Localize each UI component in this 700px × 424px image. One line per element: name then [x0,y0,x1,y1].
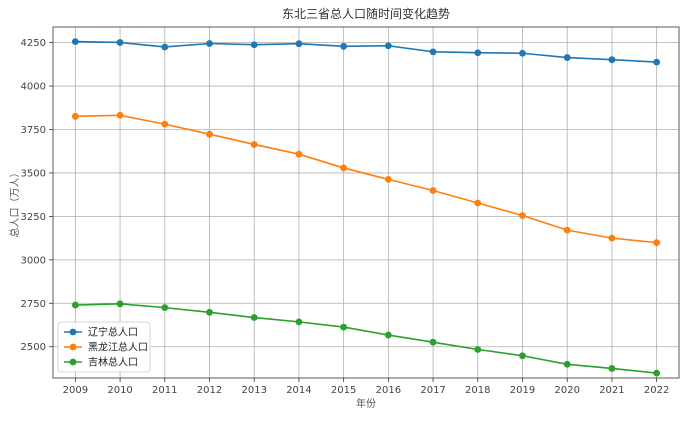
y-tick-label: 3250 [21,212,46,223]
y-tick-label: 2750 [21,299,46,310]
data-point [71,112,79,120]
x-tick-label: 2021 [599,385,624,396]
legend-item: 辽宁总人口 [64,326,138,339]
data-point [384,175,392,183]
data-point [653,239,661,247]
data-point [519,352,526,360]
data-point [250,314,258,321]
x-tick-label: 2013 [241,385,266,396]
data-point [116,300,124,308]
data-point [474,346,482,353]
x-tick-label: 2019 [510,385,535,396]
x-tick-label: 2016 [376,385,401,396]
legend-box [57,321,151,373]
data-point [340,323,348,331]
x-tick-label: 2018 [465,385,490,396]
x-tick-label: 2020 [554,385,579,396]
x-tick-label: 2022 [644,385,669,396]
x-tick-label: 2014 [286,385,311,396]
data-point [384,331,392,339]
data-point [206,308,213,316]
data-point [519,212,526,219]
x-tick-label: 2009 [63,385,88,396]
series-2 [71,111,661,247]
data-point [429,338,437,346]
x-tick-label: 2010 [107,385,132,396]
data-point [474,199,482,207]
data-point [250,141,258,148]
x-tick-label: 2015 [331,385,356,396]
data-point [161,304,169,312]
data-point [429,48,437,56]
data-point [116,39,124,46]
x-tick-label: 2011 [152,385,177,396]
y-tick-label: 4000 [21,82,46,93]
legend-label: 辽宁总人口 [88,326,138,339]
series-line [75,303,657,374]
data-point [71,38,79,45]
legend-item: 吉林总人口 [64,356,138,369]
data-point [384,42,392,50]
data-point [340,164,348,172]
data-point [206,40,213,47]
series-line [75,40,657,63]
y-tick-label: 2500 [21,342,46,353]
x-tick-label: 2017 [420,385,445,396]
data-point [429,187,437,194]
x-tick-label: 2012 [197,385,222,396]
data-point [340,42,348,50]
data-point [206,130,213,138]
data-point [474,49,482,57]
legend-label: 黑龙江总人口 [88,341,148,354]
data-point [563,54,571,61]
data-point [295,150,303,158]
series-line [75,114,657,244]
x-axis-label: 年份 [356,397,376,410]
data-point [608,365,616,372]
plot-frame [52,26,680,379]
series-3 [71,300,661,377]
legend-item: 黑龙江总人口 [64,341,148,354]
data-point [563,226,571,234]
legend-marker [69,328,77,336]
data-point [608,234,616,242]
tick-layer: 2009 2010 2011 2012 2013 2014 2015 2016 2017 2018… [21,38,670,396]
data-point [519,49,526,57]
data-point [653,58,661,66]
data-point [161,120,169,128]
series-1 [71,38,661,66]
data-point [653,369,661,377]
data-point [71,301,79,309]
data-point [608,56,616,64]
legend-marker [69,343,77,351]
legend-marker [69,358,77,366]
data-point [116,111,124,119]
data-point [563,360,571,368]
data-point [161,43,169,51]
chart-title: 东北三省总人口随时间变化趋势 [282,6,450,21]
legend-label: 吉林总人口 [88,356,138,369]
y-axis-label: 总人口（万人） [8,168,21,238]
y-tick-label: 3750 [21,125,46,136]
series-layer [71,38,661,377]
data-point [295,318,303,326]
y-tick-label: 3500 [21,168,46,179]
y-tick-label: 3000 [21,255,46,266]
y-tick-label: 4250 [21,38,46,49]
data-point [250,41,258,49]
data-point [295,40,303,48]
